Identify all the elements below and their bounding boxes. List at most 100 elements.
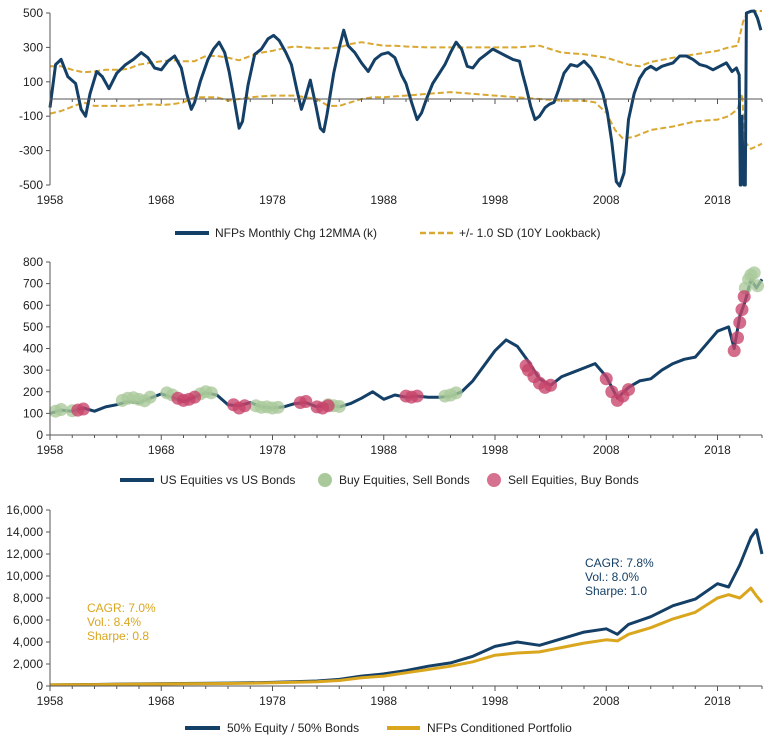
x-tick-label: 1998 [482,694,509,708]
buy-signal-point [54,402,68,416]
y-tick-label: -100 [19,109,43,123]
sell-signal-point [544,378,558,392]
legend-label-sell: Sell Equities, Buy Bonds [508,473,639,487]
buy-signal-point [751,279,765,293]
y-tick-label: -300 [19,144,43,158]
legend-label-nfp: NFPs Monthly Chg 12MMA (k) [215,226,377,240]
y-tick-label: 200 [23,385,43,399]
panel2-marks [49,528,764,687]
annotation-gold-cagr: CAGR: 7.0% [87,601,156,615]
y-tick-label: 2,000 [13,657,43,671]
x-tick-label: 1968 [148,694,175,708]
panel1-axes: 1958 1968 1978 1988 1998 2008 2018 800 700 600 500… [23,255,763,457]
legend-swatch-sell [487,473,501,487]
panel2-annotations: CAGR: 7.8% Vol.: 8.0% Sharpe: 1.0 CAGR: … [87,556,654,643]
sell-signal-point [735,303,749,317]
sell-signal-point [299,394,313,408]
sell-signal-point [733,316,747,330]
sd-band-lower-line [49,91,763,150]
nfp-change-line [48,9,763,188]
x-tick-label: 2008 [593,193,620,207]
buy-signal-point [204,386,218,400]
panel1-marks [49,266,765,418]
annotation-navy-vol: Vol.: 8.0% [585,570,639,584]
y-tick-label: 12,000 [6,547,43,561]
sell-signal-point [238,399,252,413]
legend-label-5050: 50% Equity / 50% Bonds [227,721,359,735]
y-tick-label: 14,000 [6,525,43,539]
y-tick-label: 500 [23,6,43,20]
sell-signal-point [737,290,751,304]
panel-equities-vs-bonds: 1958 1968 1978 1988 1998 2008 2018 800 700 600 500… [23,255,765,487]
y-tick-label: 16,000 [6,503,43,517]
y-tick-label: 6,000 [13,613,43,627]
y-tick-label: 300 [23,40,43,54]
y-tick-label: 300 [23,363,43,377]
sell-signal-point [727,344,741,358]
legend-label-buy: Buy Equities, Sell Bonds [339,473,470,487]
legend-label-nfp-portfolio: NFPs Conditioned Portfolio [427,721,572,735]
annotation-navy-cagr: CAGR: 7.8% [585,556,654,570]
x-tick-label: 2018 [704,694,731,708]
x-tick-label: 1968 [148,443,175,457]
y-tick-label: 500 [23,320,43,334]
panel2-legend: 50% Equity / 50% Bonds NFPs Conditioned … [185,721,572,735]
annotation-gold-sharpe: Sharpe: 0.8 [87,629,149,643]
x-tick-label: 1968 [148,193,175,207]
x-tick-label: 1988 [370,694,397,708]
x-tick-label: 1958 [37,193,64,207]
x-tick-label: 1958 [37,443,64,457]
panel1-legend: US Equities vs US Bonds Buy Equities, Se… [120,473,639,487]
x-tick-label: 1998 [482,443,509,457]
buy-signal-point [271,400,285,414]
x-tick-label: 1978 [259,193,286,207]
nfp-portfolio-line [49,586,764,687]
panel-portfolios: 1958 1968 1978 1988 1998 2008 2018 16,000 14,000… [6,503,764,735]
buy-signal-point [332,399,346,413]
buy-signal-point [143,390,157,404]
panel0-marks [48,9,763,188]
panel0-legend: NFPs Monthly Chg 12MMA (k) +/- 1.0 SD (1… [175,226,601,240]
sell-signal-point [410,389,424,403]
sell-signal-point [76,402,90,416]
y-tick-label: 0 [36,679,43,693]
sell-signal-point [321,399,335,413]
sell-signal-point [622,383,635,397]
panel-nfp-change: 1958 1968 1978 1988 1998 2008 2018 500 300 100 -10… [19,6,763,240]
annotation-gold-vol: Vol.: 8.4% [87,615,141,629]
y-tick-label: 10,000 [6,569,43,583]
y-tick-label: 4,000 [13,635,43,649]
y-tick-label: 8,000 [13,591,43,605]
equity-bond-5050-line [49,528,764,687]
sd-band-upper-line [50,10,762,74]
sell-signal-point [188,390,202,404]
y-tick-label: 400 [23,342,43,356]
y-tick-label: -500 [19,178,43,192]
x-tick-label: 1978 [259,694,286,708]
sell-signal-point [599,372,613,386]
panel0-axes: 1958 1968 1978 1988 1998 2008 2018 500 300 100 -10… [19,6,763,207]
legend-swatch-buy [318,473,332,487]
x-tick-label: 2008 [593,443,620,457]
buy-signal-point [449,386,463,400]
x-tick-label: 1978 [259,443,286,457]
y-tick-label: 600 [23,298,43,312]
y-tick-label: 700 [23,277,43,291]
x-tick-label: 2018 [704,443,731,457]
y-tick-label: 0 [36,428,43,442]
x-tick-label: 1988 [370,443,397,457]
y-tick-label: 100 [23,406,43,420]
y-tick-label: 100 [23,75,43,89]
x-tick-label: 1958 [37,694,64,708]
sell-signal-point [731,331,745,345]
buy-signal-point [747,266,761,280]
legend-label-equities-bonds: US Equities vs US Bonds [160,473,295,487]
annotation-navy-sharpe: Sharpe: 1.0 [585,584,647,598]
x-tick-label: 2008 [593,694,620,708]
y-tick-label: 800 [23,255,43,269]
x-tick-label: 1998 [482,193,509,207]
x-tick-label: 1988 [370,193,397,207]
legend-label-sd: +/- 1.0 SD (10Y Lookback) [459,226,601,240]
